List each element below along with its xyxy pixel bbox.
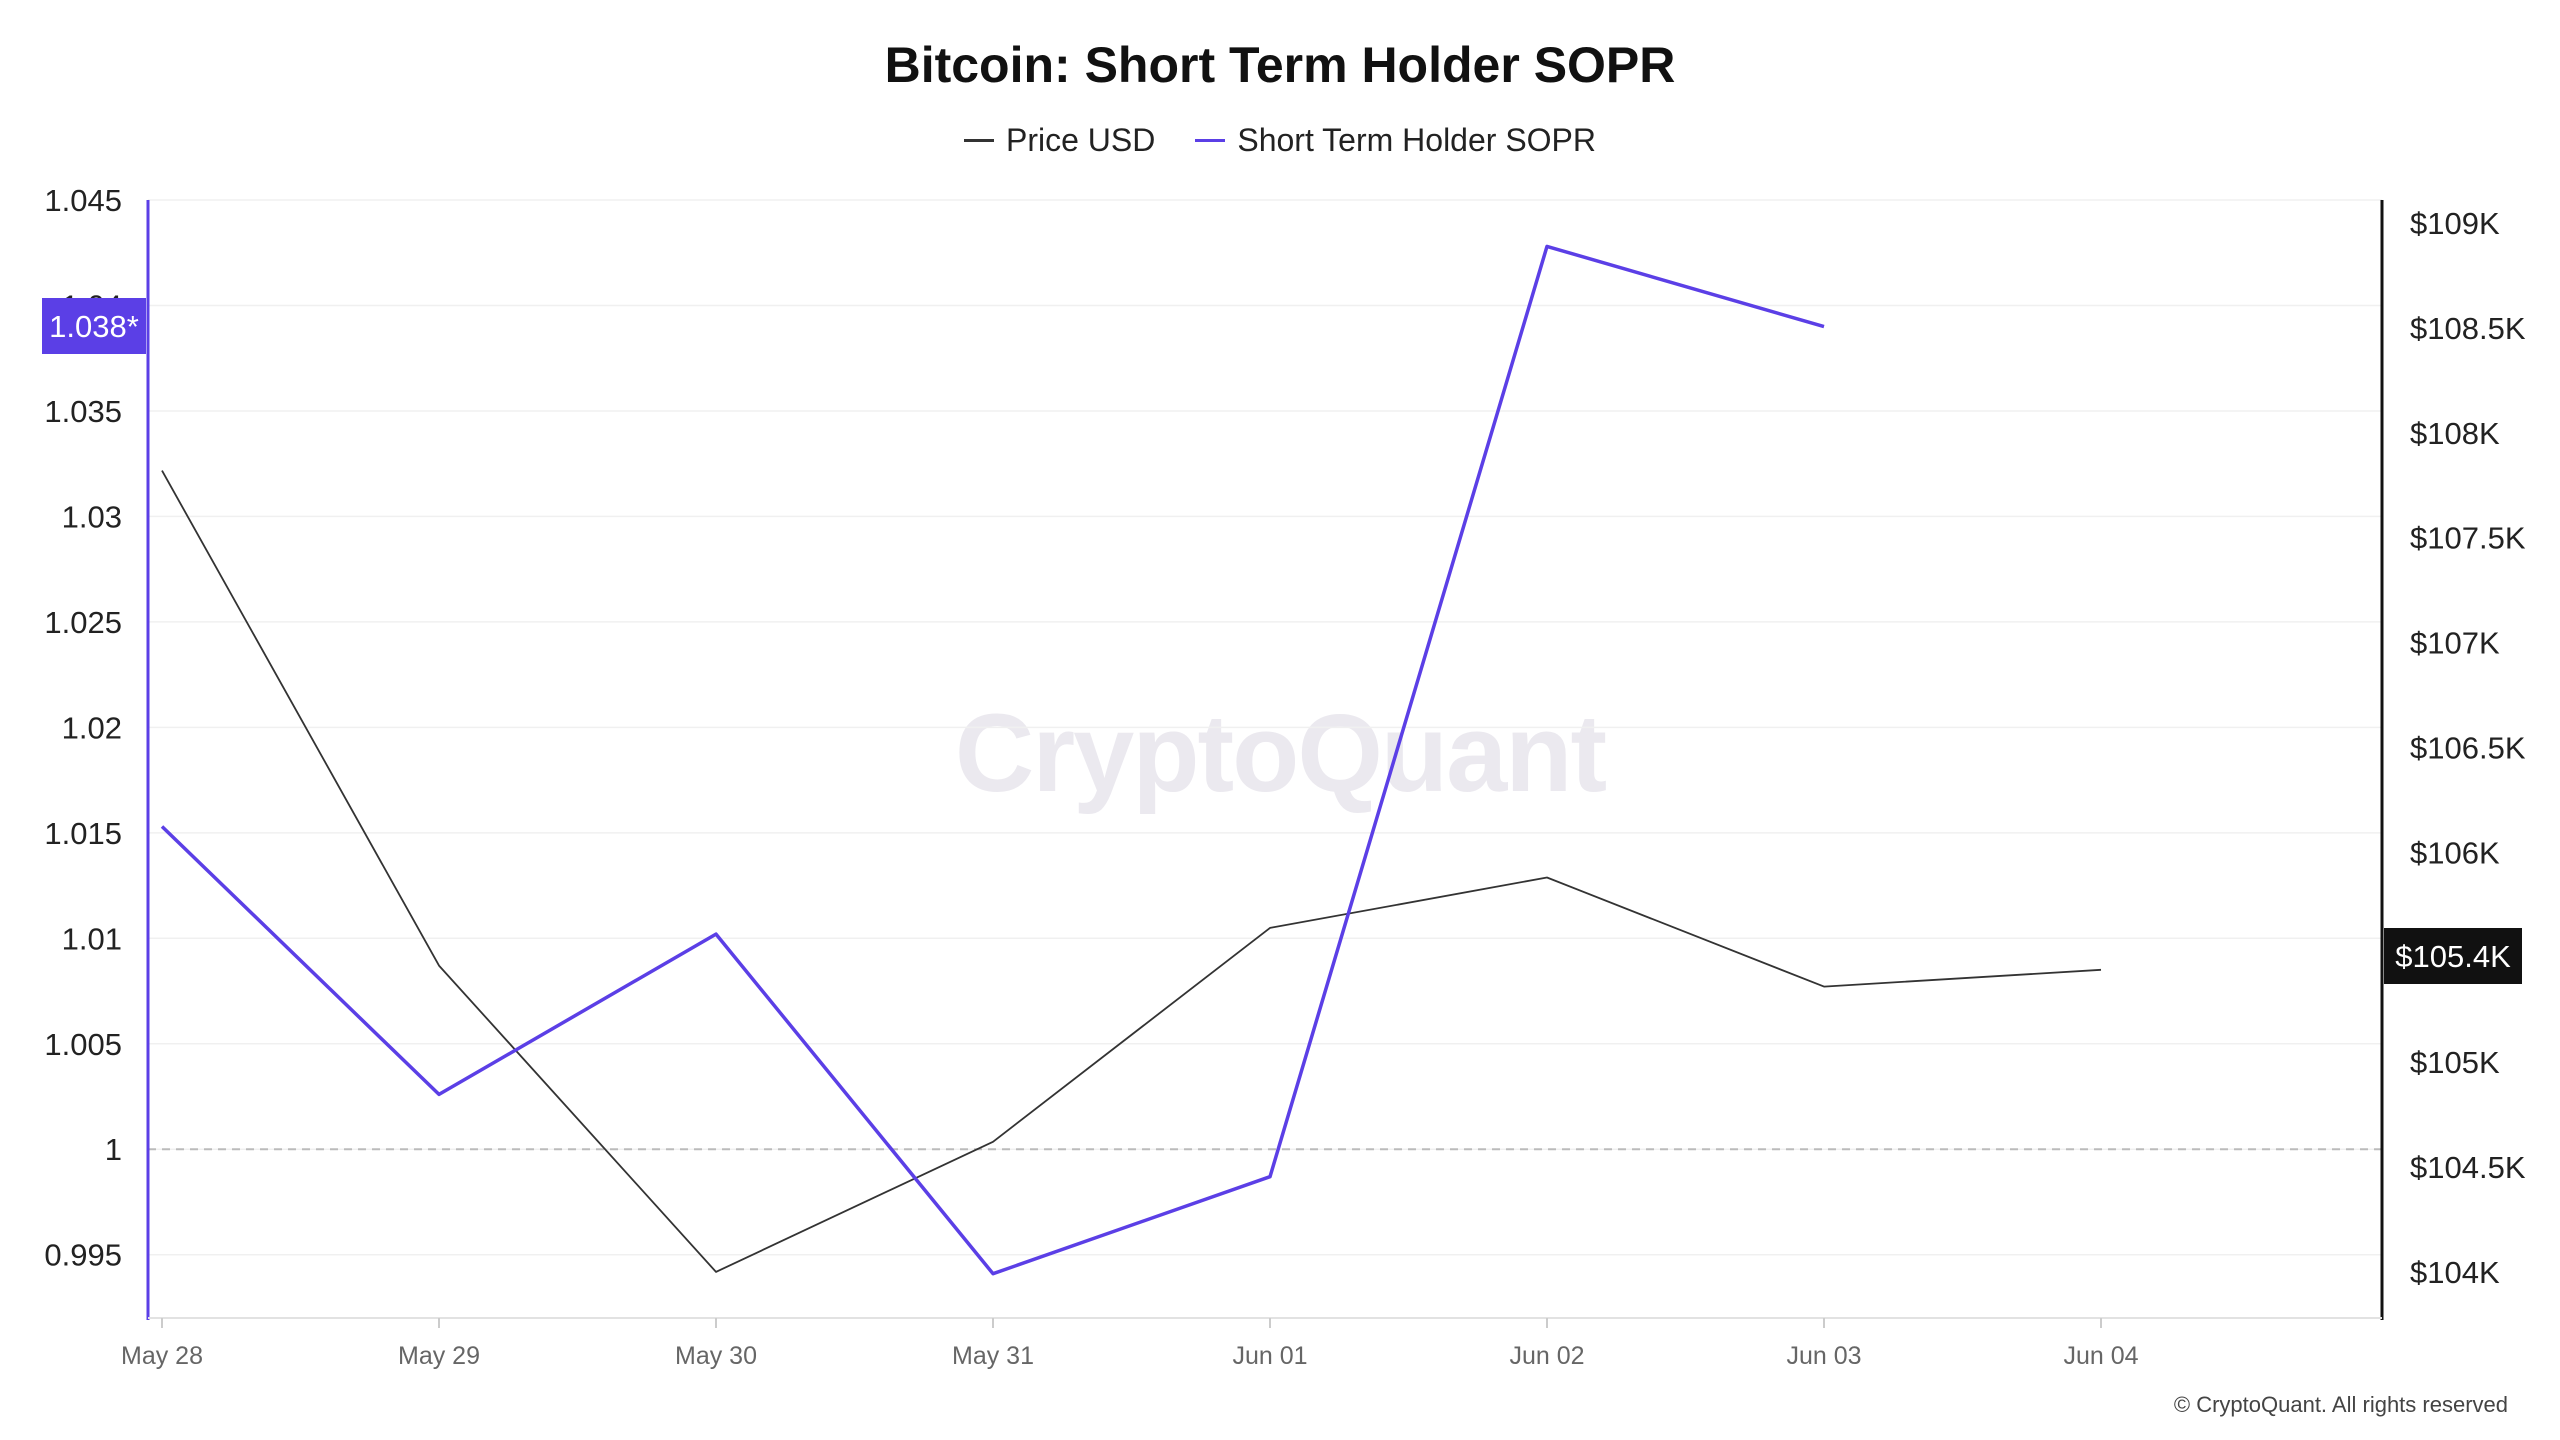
left-tick-label: 1.035 (44, 394, 122, 429)
left-tick-label: 0.995 (44, 1238, 122, 1273)
x-tick-label: May 30 (675, 1342, 757, 1370)
left-tick-label: 1.005 (44, 1027, 122, 1062)
right-current-marker: $105.4K (2395, 939, 2511, 974)
x-tick-label: May 28 (121, 1342, 203, 1370)
x-tick-label: Jun 03 (1786, 1342, 1861, 1370)
copyright-footer: © CryptoQuant. All rights reserved (2173, 1392, 2508, 1417)
legend-swatch-sopr (1195, 139, 1226, 142)
right-tick-label: $105K (2410, 1045, 2500, 1080)
watermark-logo: CryptoQuant (954, 692, 1607, 815)
right-tick-label: $106K (2410, 835, 2500, 870)
legend-item-sopr[interactable]: Short Term Holder SOPR (1195, 122, 1596, 159)
left-tick-label: 1.03 (62, 499, 122, 534)
series-line-price (161, 470, 2102, 1273)
left-tick-label: 1.015 (44, 816, 122, 851)
left-tick-label: 1.02 (62, 710, 122, 745)
x-tick-label: May 31 (952, 1342, 1034, 1370)
right-tick-label: $107.5K (2410, 521, 2526, 556)
axis-layer: 1.0451.041.0351.031.0251.021.0151.011.00… (44, 183, 2525, 1370)
marker-layer: 1.038* $105.4K (42, 298, 2522, 984)
left-tick-label: 1.025 (44, 605, 122, 640)
legend-label-price: Price USD (1006, 122, 1156, 158)
series-line-sopr (160, 244, 1825, 1276)
x-tick-label: Jun 04 (2063, 1342, 2138, 1370)
left-current-marker: 1.038* (49, 309, 139, 344)
left-tick-label: 1 (105, 1132, 122, 1167)
chart-title: Bitcoin: Short Term Holder SOPR (884, 37, 1676, 93)
legend-item-price[interactable]: Price USD (964, 122, 1155, 159)
legend-label-sopr: Short Term Holder SOPR (1237, 122, 1596, 158)
x-tick-label: May 29 (398, 1342, 480, 1370)
x-tick-label: Jun 02 (1509, 1342, 1584, 1370)
right-tick-label: $107K (2410, 626, 2500, 661)
right-tick-label: $104K (2410, 1255, 2500, 1290)
right-tick-label: $104.5K (2410, 1150, 2526, 1185)
series-layer (160, 244, 2102, 1276)
grid-layer (148, 199, 2382, 1256)
left-current-marker-bg (42, 298, 146, 354)
left-tick-label: 1.01 (62, 921, 122, 956)
right-current-marker-bg (2384, 928, 2522, 984)
legend: Price USD Short Term Holder SOPR (0, 122, 2560, 159)
left-tick-label: 1.045 (44, 183, 122, 218)
legend-swatch-price (964, 139, 994, 142)
right-tick-label: $108K (2410, 416, 2500, 451)
right-tick-label: $106.5K (2410, 730, 2526, 765)
x-tick-label: Jun 01 (1232, 1342, 1307, 1370)
right-tick-label: $108.5K (2410, 311, 2526, 346)
right-tick-label: $109K (2410, 206, 2500, 241)
